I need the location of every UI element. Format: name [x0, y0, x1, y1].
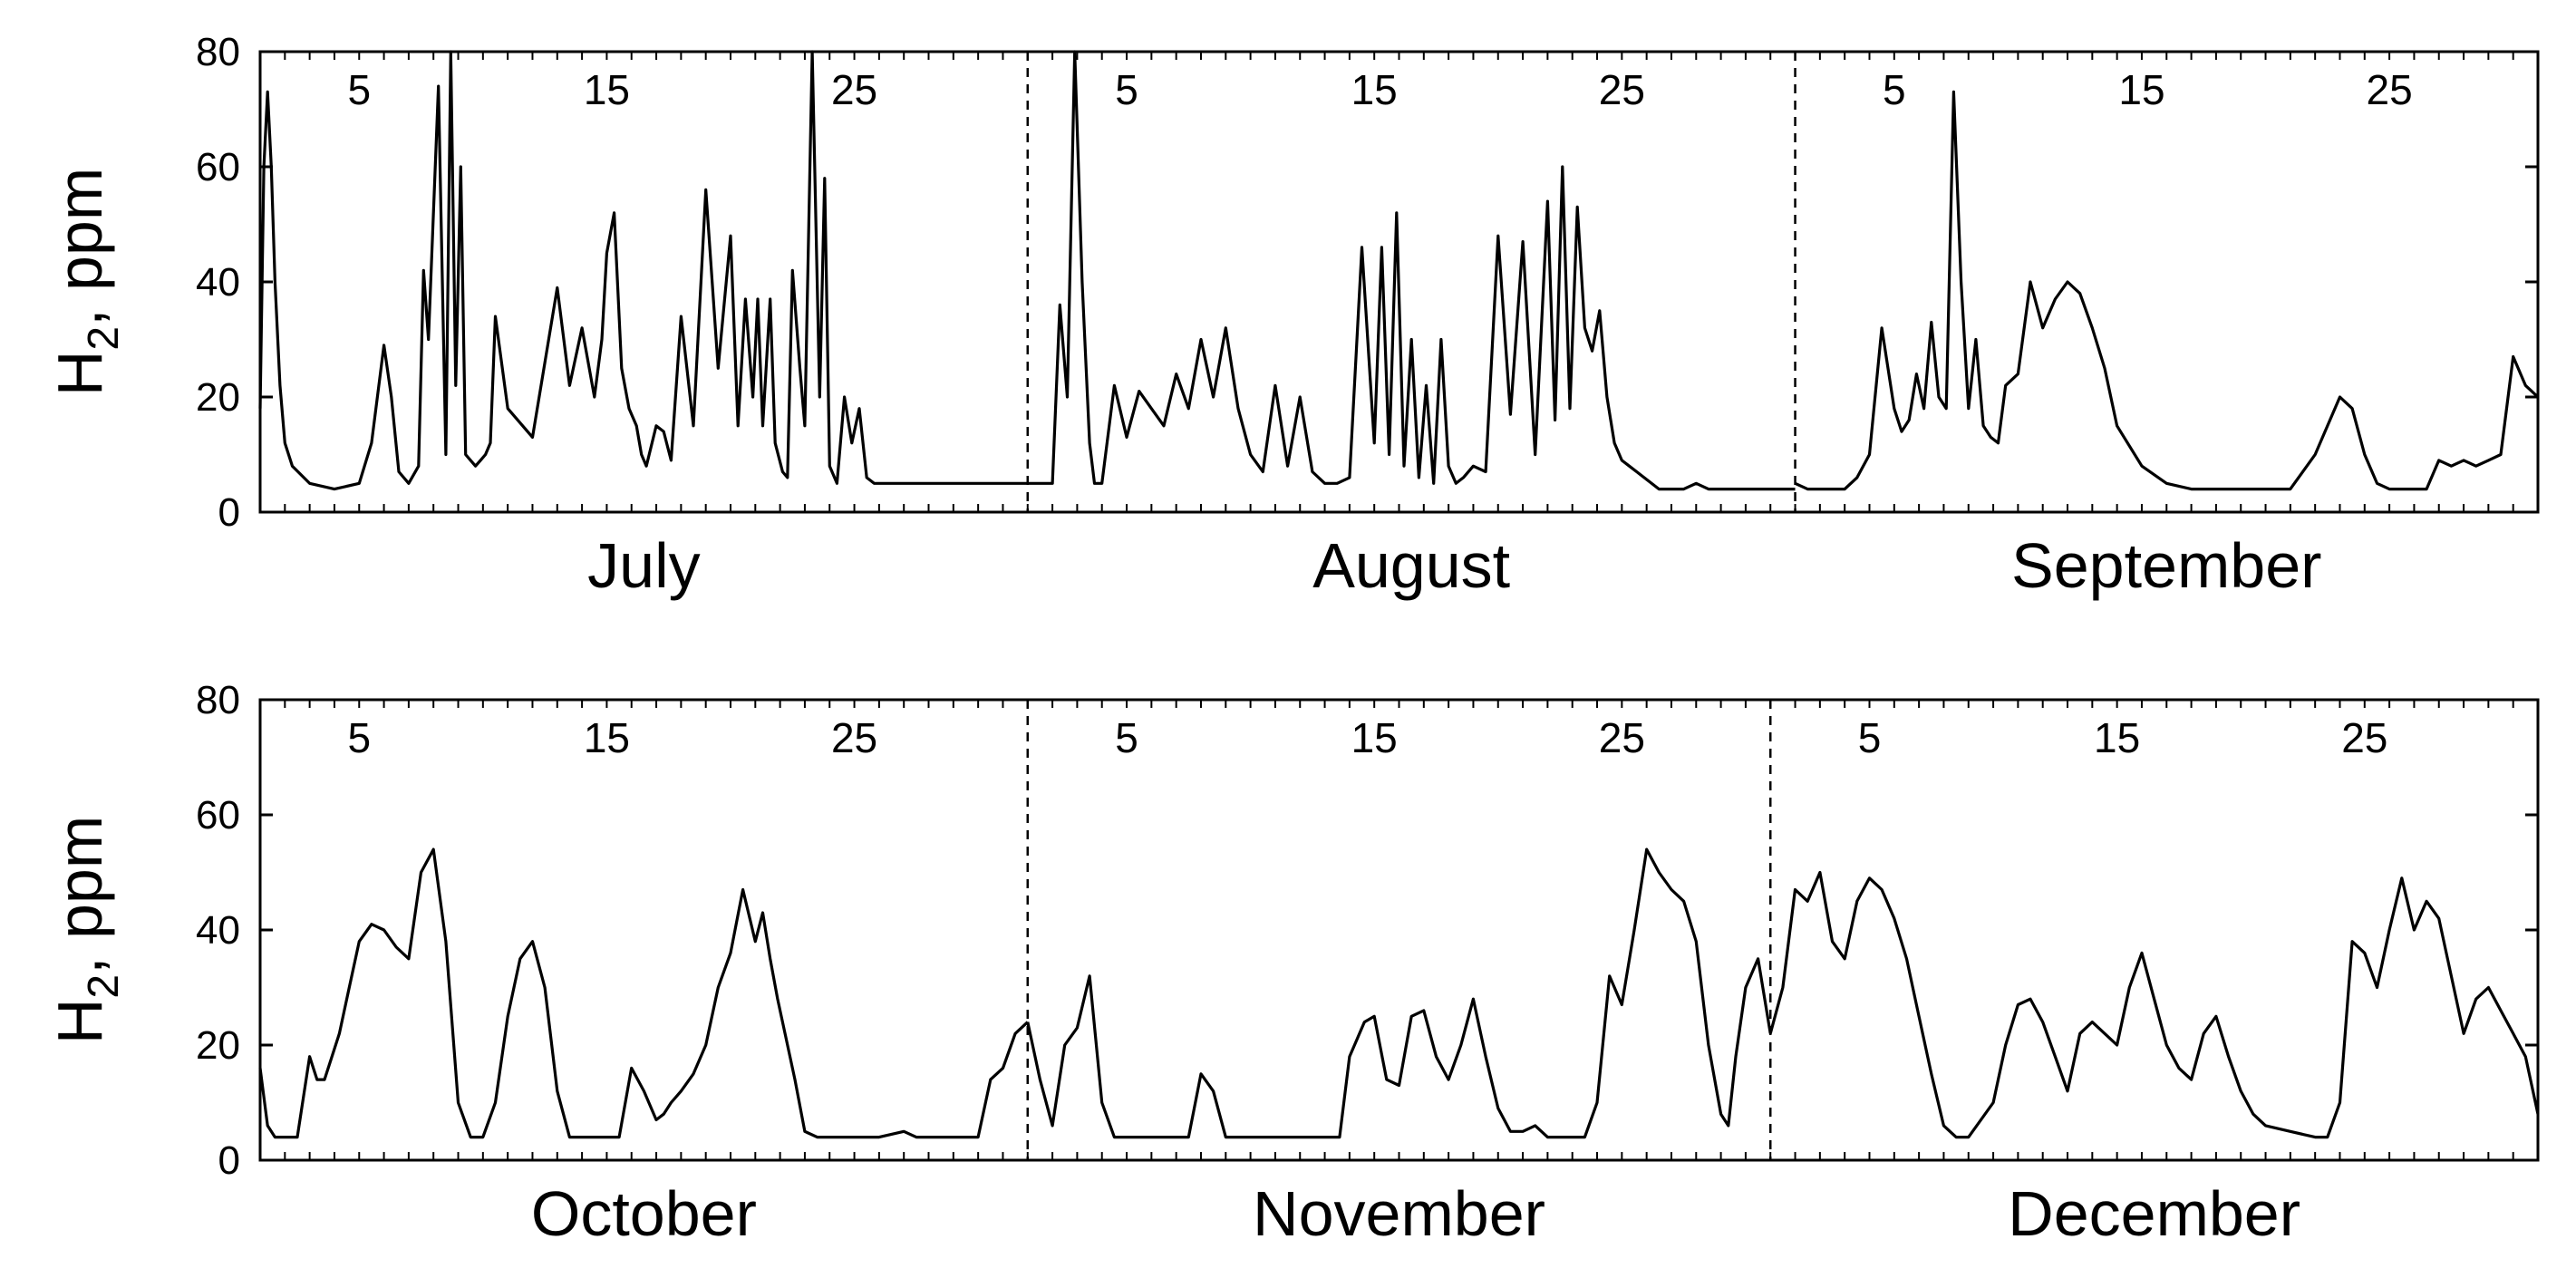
y-axis-label-subscript: 2 [80, 326, 128, 351]
plot-frame [258, 698, 2540, 1162]
day-tick-label: 15 [2094, 714, 2140, 761]
day-tick-label: 5 [1858, 714, 1882, 761]
series-line [1768, 870, 2540, 1139]
y-axis-label-main: H [44, 999, 115, 1045]
day-tick-label: 25 [2341, 714, 2387, 761]
chart-panel-1: 0 20 40 60 80 July 5 15 25 August 5 15 25 September 5 1… [44, 30, 2540, 601]
day-tick-label: 15 [1351, 714, 1398, 761]
day-tick-label: 15 [584, 66, 630, 113]
y-tick-label: 80 [196, 30, 240, 74]
y-tick-label: 60 [196, 145, 240, 189]
day-tick-label: 25 [1599, 714, 1645, 761]
day-tick-label: 5 [1115, 66, 1138, 113]
y-axis-label-unit: , ppm [44, 168, 115, 326]
y-tick-label: 40 [196, 260, 240, 305]
day-tick-label: 25 [2367, 66, 2413, 113]
day-tick-label: 15 [2118, 66, 2164, 113]
day-tick-label: 15 [584, 714, 630, 761]
y-axis-label-unit: , ppm [44, 816, 115, 974]
day-tick-label: 5 [1883, 66, 1906, 113]
month-label: August [1312, 530, 1510, 601]
y-tick-label: 20 [196, 1023, 240, 1068]
series-line [1026, 847, 1772, 1139]
y-axis-label-main: H [44, 351, 115, 397]
y-axis-label: H2, ppm [44, 168, 128, 396]
day-tick-label: 25 [831, 714, 877, 761]
series-line [258, 847, 1029, 1139]
month-label: December [2008, 1178, 2300, 1249]
day-tick-label: 25 [831, 66, 877, 113]
y-axis-label-subscript: 2 [80, 974, 128, 999]
month-label: July [587, 530, 700, 601]
y-tick-label: 0 [218, 1138, 240, 1183]
series-line [258, 50, 1028, 491]
month-label: October [531, 1178, 757, 1249]
day-tick-label: 5 [347, 714, 371, 761]
month-label: September [2011, 530, 2321, 601]
y-axis-label: H2, ppm [44, 816, 128, 1044]
day-tick-label: 5 [1115, 714, 1138, 761]
day-tick-label: 5 [347, 66, 371, 113]
y-tick-label: 60 [196, 793, 240, 837]
series-line [1027, 50, 1796, 491]
day-tick-label: 15 [1351, 66, 1398, 113]
y-tick-label: 80 [196, 678, 240, 722]
month-label: November [1253, 1178, 1545, 1249]
y-tick-label: 40 [196, 908, 240, 953]
day-tick-label: 25 [1599, 66, 1645, 113]
y-tick-label: 20 [196, 375, 240, 420]
y-tick-label: 0 [218, 490, 240, 535]
series-line [1794, 90, 2540, 491]
